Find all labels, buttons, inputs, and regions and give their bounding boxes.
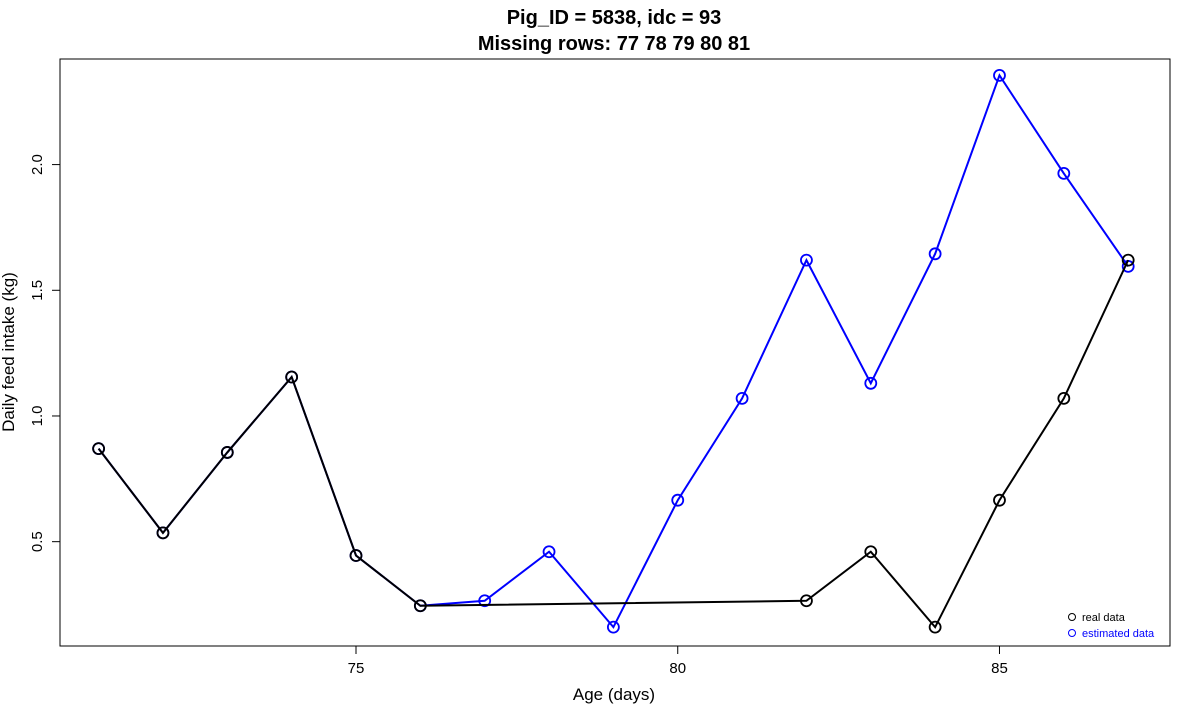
data-point-estimated-data — [928, 247, 942, 261]
y-tick-label: 1.0 — [29, 406, 46, 427]
data-point-real-data — [1057, 391, 1071, 405]
plot-frame — [59, 58, 1171, 647]
data-point-real-data — [349, 549, 363, 562]
data-point-estimated-data — [800, 253, 813, 267]
x-axis-label: Age (days) — [573, 685, 655, 704]
data-point-estimated-data — [993, 68, 1006, 82]
x-tick-label: 75 — [348, 660, 365, 677]
data-point-real-data — [800, 594, 813, 608]
data-point-real-data — [413, 599, 427, 613]
legend-label-estimated: estimated data — [1082, 628, 1155, 640]
data-point-estimated-data — [542, 545, 556, 559]
series-real-data — [92, 253, 1135, 634]
series-line-estimated-data — [97, 73, 1129, 629]
y-axis-label: Daily feed intake (kg) — [0, 272, 18, 432]
data-point-real-data — [220, 446, 234, 459]
legend: real data estimated data — [1068, 612, 1155, 640]
data-point-estimated-data — [606, 620, 620, 634]
series-layer — [92, 68, 1135, 634]
x-tick-label: 80 — [669, 660, 686, 677]
y-tick-label: 0.5 — [29, 531, 46, 552]
chart-title: Pig_ID = 5838, idc = 93 — [507, 7, 722, 29]
y-tick-label: 1.5 — [29, 280, 46, 301]
data-point-estimated-data — [1057, 166, 1071, 180]
data-point-estimated-data — [735, 391, 749, 405]
data-point-real-data — [1121, 253, 1135, 267]
x-tick-label: 85 — [991, 660, 1008, 677]
legend-label-real: real data — [1082, 612, 1126, 624]
data-point-real-data — [864, 545, 878, 559]
data-point-estimated-data — [478, 594, 492, 608]
legend-marker-real — [1068, 613, 1076, 621]
x-axis: 75 80 85 — [348, 646, 1008, 677]
data-point-real-data — [92, 442, 106, 456]
data-point-real-data — [156, 526, 170, 540]
data-point-estimated-data — [864, 376, 878, 390]
chart-subtitle: Missing rows: 77 78 79 80 81 — [478, 33, 750, 55]
y-tick-label: 2.0 — [29, 154, 46, 175]
data-point-real-data — [993, 493, 1006, 507]
series-line-real-data — [97, 259, 1130, 629]
data-point-estimated-data — [671, 493, 685, 507]
legend-marker-estimated — [1068, 629, 1076, 637]
y-axis: 0.5 1.0 1.5 2.0 — [29, 154, 60, 552]
data-point-real-data — [285, 370, 299, 384]
series-estimated-data — [92, 68, 1135, 634]
data-point-real-data — [928, 620, 942, 634]
